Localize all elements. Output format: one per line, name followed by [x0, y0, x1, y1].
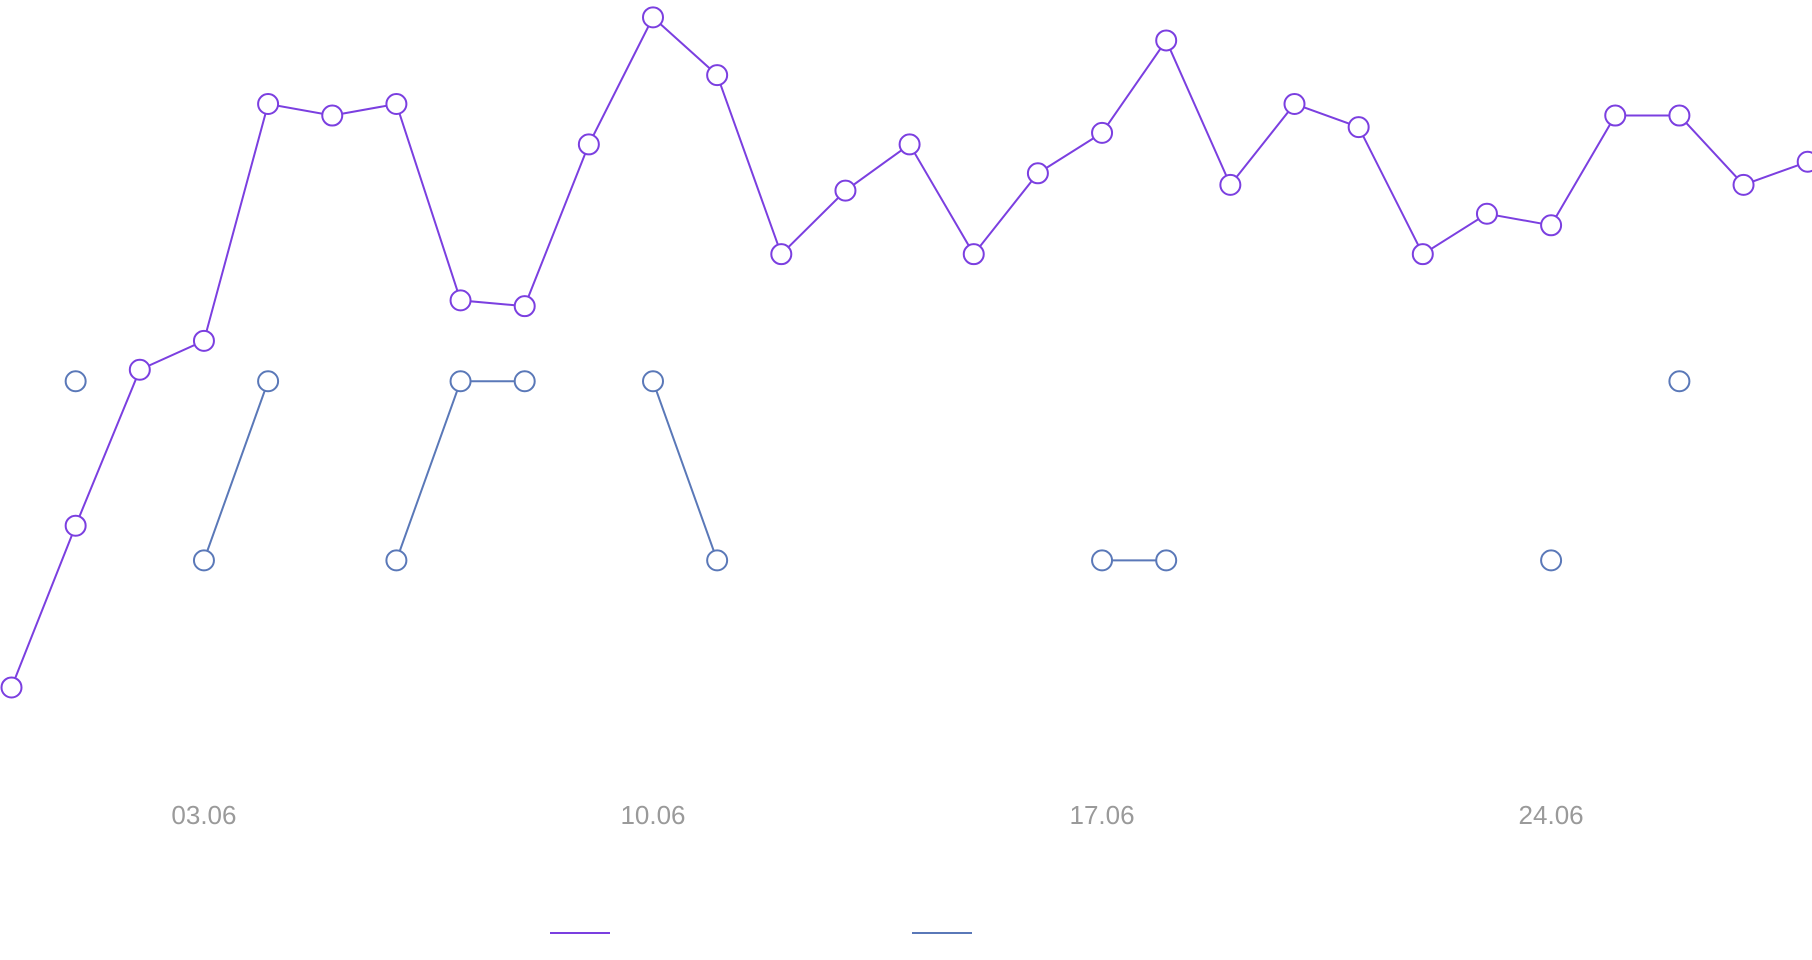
data-point — [449, 370, 472, 393]
data-point — [64, 514, 87, 537]
x-tick-label: 10.06 — [620, 800, 685, 830]
x-tick-label: 03.06 — [171, 800, 236, 830]
data-point — [1026, 162, 1049, 185]
data-point — [1411, 243, 1434, 266]
data-point — [449, 289, 472, 312]
data-point — [1732, 173, 1755, 196]
x-tick-label: 24.06 — [1519, 800, 1584, 830]
data-point — [1604, 104, 1627, 127]
data-point — [1091, 549, 1114, 572]
data-point — [513, 295, 536, 318]
data-point — [642, 6, 664, 29]
data-point — [1283, 92, 1306, 115]
data-point — [770, 243, 793, 266]
data-point — [834, 179, 857, 202]
data-point — [321, 104, 344, 127]
data-point — [513, 370, 536, 393]
data-point — [706, 549, 729, 572]
data-point — [257, 370, 280, 393]
data-point — [706, 64, 729, 87]
data-point — [1091, 121, 1114, 144]
data-point — [1668, 370, 1691, 393]
series-line — [204, 381, 1679, 560]
data-point — [192, 329, 215, 352]
data-point — [1347, 116, 1370, 139]
data-point — [1155, 549, 1178, 572]
data-point — [0, 676, 23, 699]
x-tick-label: 17.06 — [1070, 800, 1135, 830]
data-point — [1219, 173, 1242, 196]
data-point — [1540, 214, 1563, 237]
data-point — [1155, 29, 1178, 52]
data-point — [64, 370, 87, 393]
data-point — [642, 370, 664, 393]
data-point — [257, 92, 280, 115]
series-line — [10, 15, 1809, 688]
data-point — [898, 133, 921, 156]
data-point — [1475, 202, 1498, 225]
data-point — [1668, 104, 1691, 127]
data-point — [385, 549, 408, 572]
data-point — [577, 133, 600, 156]
data-point — [385, 92, 408, 115]
data-point — [192, 549, 215, 572]
data-point — [1540, 549, 1563, 572]
data-point — [962, 243, 985, 266]
data-point — [1796, 150, 1812, 173]
data-point — [128, 358, 151, 381]
